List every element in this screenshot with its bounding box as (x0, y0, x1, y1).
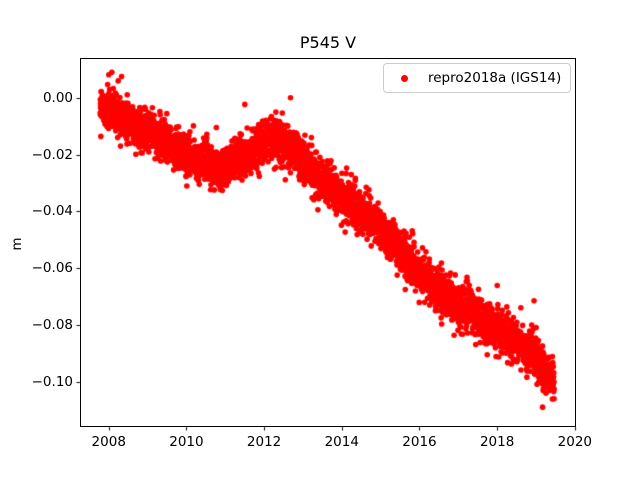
legend: repro2018a (IGS14) (383, 63, 571, 93)
x-tick-label: 2012 (246, 434, 282, 450)
y-tick-label: −0.02 (31, 146, 73, 163)
x-tick-label: 2010 (169, 434, 204, 450)
chart-title: P545 V (299, 33, 357, 52)
y-tick-label: −0.08 (31, 316, 73, 333)
y-tick-label: −0.10 (31, 373, 73, 390)
y-tick-label: −0.06 (31, 260, 73, 277)
x-tick-label: 2020 (557, 434, 592, 450)
y-tick-label: 0.00 (42, 89, 73, 106)
x-tick-label: 2014 (324, 434, 359, 450)
x-tick-label: 2016 (402, 434, 437, 450)
legend-marker-dot (401, 74, 408, 82)
y-tick-label: −0.04 (31, 203, 73, 220)
x-tick-label: 2008 (91, 434, 126, 450)
x-tick-label: 2018 (479, 434, 515, 450)
legend-label: repro2018a (IGS14) (428, 70, 562, 86)
